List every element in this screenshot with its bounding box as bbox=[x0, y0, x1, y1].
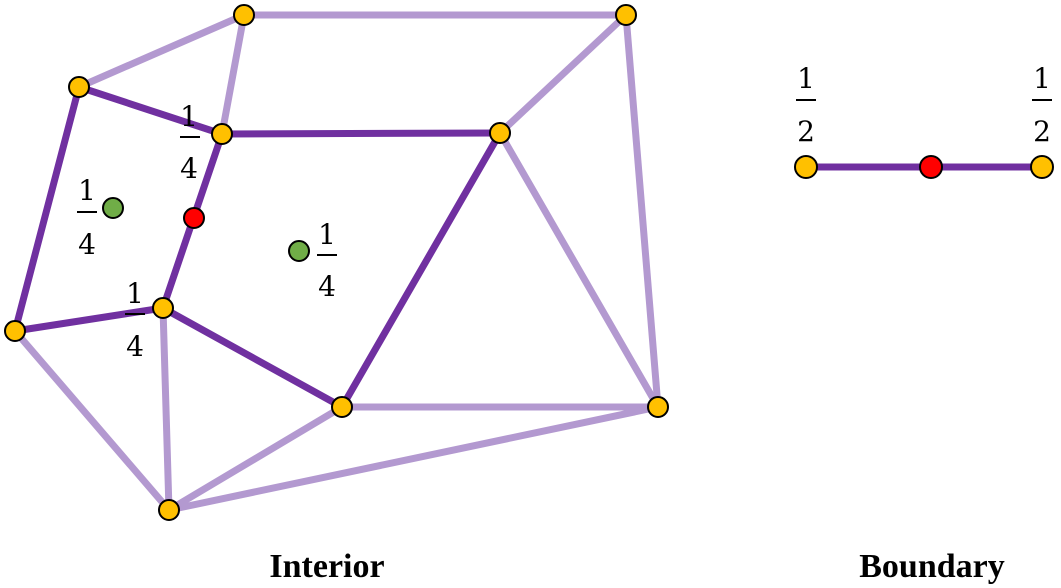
mesh-vertex bbox=[4, 320, 26, 342]
fraction-denominator: 4 bbox=[126, 330, 144, 363]
highlighted-edge bbox=[159, 304, 346, 411]
interior-mesh-highlighted-edges bbox=[11, 83, 504, 411]
mesh-vertex bbox=[158, 499, 180, 521]
weight-fraction: 1 2 bbox=[1032, 62, 1052, 148]
interior-edge-point bbox=[183, 207, 205, 229]
weight-fraction: 1 4 bbox=[317, 218, 337, 303]
mesh-edge bbox=[165, 403, 662, 514]
fraction-denominator: 2 bbox=[1033, 115, 1051, 148]
mesh-edge bbox=[75, 11, 248, 91]
fraction-denominator: 2 bbox=[797, 115, 815, 148]
highlighted-edge bbox=[218, 129, 504, 138]
highlighted-edge bbox=[11, 83, 83, 335]
fraction-numerator: 1 bbox=[318, 218, 336, 251]
fraction-numerator: 1 bbox=[78, 174, 96, 207]
mesh-vertex bbox=[211, 123, 233, 145]
mesh-vertex bbox=[331, 396, 353, 418]
weight-fraction: 1 2 bbox=[796, 62, 816, 148]
mesh-vertex bbox=[233, 4, 255, 26]
fraction-denominator: 4 bbox=[78, 228, 96, 261]
mesh-edge bbox=[165, 403, 346, 514]
fraction-numerator: 1 bbox=[126, 277, 144, 310]
boundary-edge-point bbox=[919, 155, 943, 179]
highlighted-edge bbox=[75, 83, 226, 138]
mesh-vertex bbox=[647, 396, 669, 418]
mesh-vertex bbox=[489, 122, 511, 144]
boundary-vertex-left bbox=[794, 155, 818, 179]
mesh-edge bbox=[496, 11, 630, 137]
weight-fraction: 1 4 bbox=[77, 174, 97, 261]
mesh-edge bbox=[622, 11, 662, 411]
fraction-numerator: 1 bbox=[180, 100, 198, 133]
boundary-stencil: 1 2 1 2 bbox=[794, 62, 1054, 179]
fraction-numerator: 1 bbox=[1033, 62, 1051, 95]
boundary-vertex-right bbox=[1030, 155, 1054, 179]
mesh-edge bbox=[496, 129, 662, 411]
highlighted-edge bbox=[338, 129, 504, 411]
interior-caption: Interior bbox=[269, 548, 384, 585]
mesh-vertex bbox=[152, 297, 174, 319]
fraction-denominator: 4 bbox=[318, 270, 336, 303]
face-point-right bbox=[288, 240, 310, 262]
weight-fraction: 1 4 bbox=[125, 277, 145, 363]
mesh-edge bbox=[159, 304, 173, 514]
mesh-vertex bbox=[615, 4, 637, 26]
mesh-vertex bbox=[68, 76, 90, 98]
mesh-edge bbox=[11, 327, 173, 514]
fraction-numerator: 1 bbox=[797, 62, 815, 95]
face-point-left bbox=[102, 197, 124, 219]
highlighted-edge bbox=[11, 304, 167, 335]
interior-mesh-light-edges bbox=[11, 11, 662, 514]
fraction-denominator: 4 bbox=[180, 152, 198, 185]
boundary-caption: Boundary bbox=[859, 548, 1005, 585]
mesh-edge bbox=[218, 11, 248, 138]
interior-mesh-vertices bbox=[4, 4, 669, 521]
weight-fraction: 1 4 bbox=[180, 100, 200, 185]
